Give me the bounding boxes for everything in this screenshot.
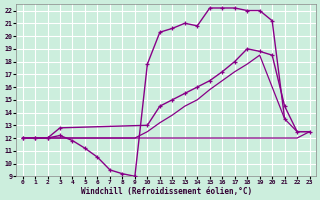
X-axis label: Windchill (Refroidissement éolien,°C): Windchill (Refroidissement éolien,°C)	[81, 187, 252, 196]
